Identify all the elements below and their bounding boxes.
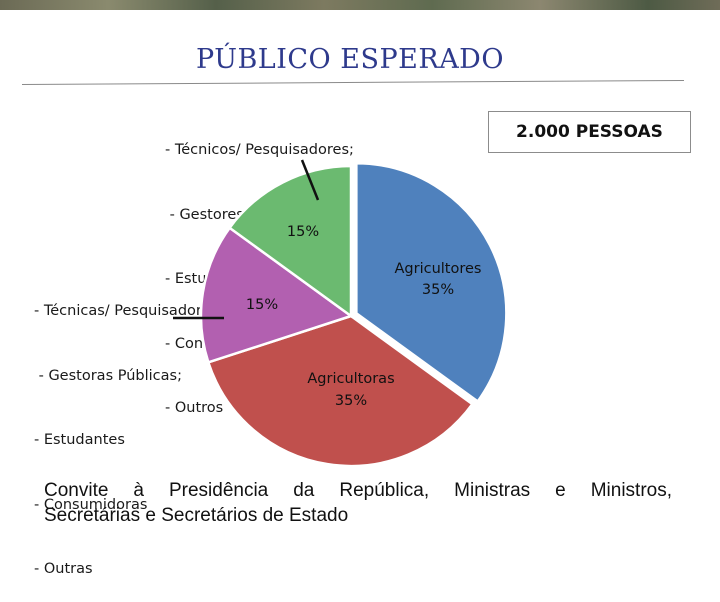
slice-value-male-group: 15% [287, 224, 319, 240]
slice-value-agricultoras: 35% [335, 393, 367, 409]
footer-note: Convite à Presidência da República, Mini… [44, 478, 672, 528]
footer-line-2: Secretárias e Secretários de Estado [44, 505, 349, 526]
legend-female-item: - Outras [34, 561, 93, 577]
page-title: PÚBLICO ESPERADO [196, 44, 504, 75]
attendance-label: 2.000 PESSOAS [516, 122, 663, 142]
legend-female-item: - Técnicas/ Pesquisadoras; [34, 303, 224, 319]
pie-slice-agricultores [355, 162, 508, 404]
slice-value-agricultores: 35% [422, 282, 454, 298]
slice-label-agricultores: Agricultores [395, 261, 482, 277]
connector-line-male [300, 159, 320, 201]
slice-label-agricultoras: Agricultoras [307, 371, 394, 387]
legend-female-item: - Consumidoras [34, 496, 148, 513]
legend-female-item: - Gestoras Públicas; [34, 367, 182, 384]
pie-chart: Agricultores 35% Agricultoras 35% 15% 15… [173, 159, 508, 468]
legend-female-item: - Estudantes [34, 432, 125, 448]
legend-male-item: - Técnicos/ Pesquisadores; [165, 142, 354, 158]
top-photo-strip [0, 0, 720, 10]
pie-slice-agricultoras [206, 314, 475, 468]
pie-slice-female-group [199, 226, 354, 364]
footer-line-1: Convite à Presidência da República, Mini… [44, 480, 672, 501]
attendance-box: 2.000 PESSOAS [488, 111, 691, 153]
slice-value-female-group: 15% [246, 297, 278, 313]
legend-male-item: - Outros [165, 400, 224, 416]
pie-slice-male-group [227, 164, 353, 319]
